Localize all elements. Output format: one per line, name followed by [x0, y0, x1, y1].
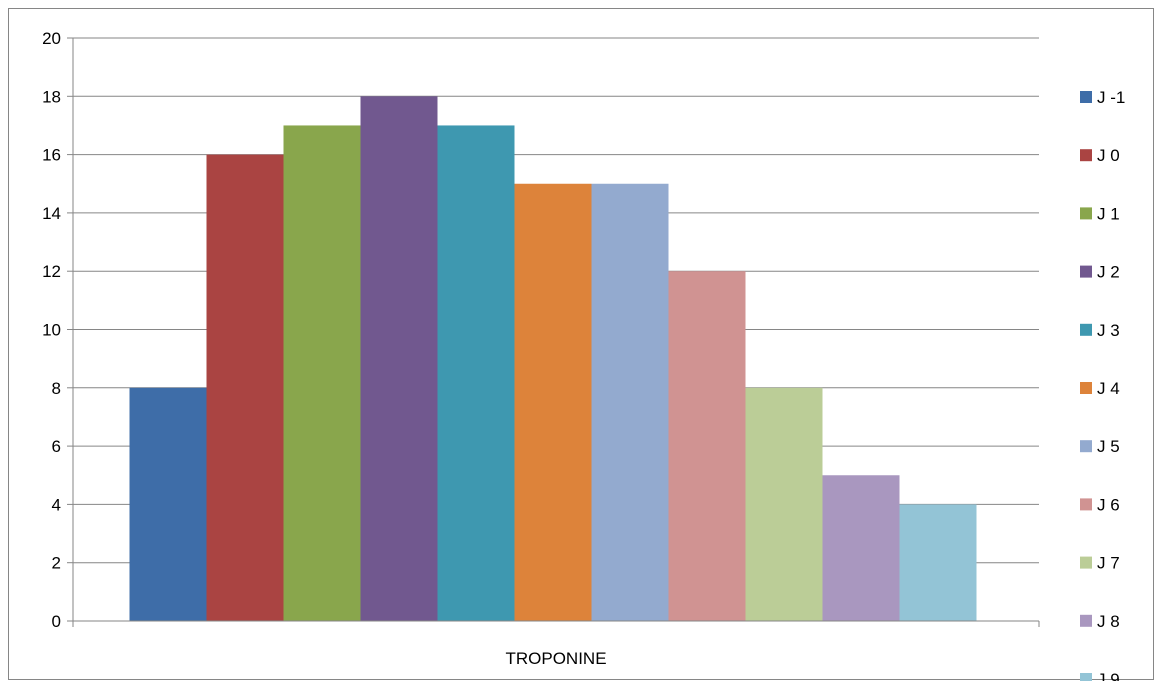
y-tick-label: 6 — [52, 437, 61, 456]
y-tick-label: 16 — [42, 146, 61, 165]
legend-item: J 6 — [1080, 495, 1120, 514]
legend-swatch — [1080, 673, 1092, 685]
bar-j8 — [822, 475, 900, 621]
y-tick-label: 4 — [52, 495, 61, 514]
y-tick-label: 2 — [52, 554, 61, 573]
legend-label: J 8 — [1097, 612, 1120, 631]
axes: 0 2 4 6 8 10 12 14 16 18 20 TROPONINE — [42, 29, 1040, 668]
legend-label: J 3 — [1097, 321, 1120, 340]
legend-swatch — [1080, 498, 1092, 511]
legend-label: J 5 — [1097, 437, 1120, 456]
legend-label: J 4 — [1097, 379, 1120, 398]
bar-j2 — [360, 96, 438, 622]
legend-swatch — [1080, 614, 1092, 627]
legend-item: J -1 — [1080, 88, 1125, 107]
bar-chart: 0 2 4 6 8 10 12 14 16 18 20 TROPONINE J -1 J 0 J 1 J 2… — [42, 29, 1125, 686]
bars — [129, 96, 977, 622]
legend-swatch — [1080, 149, 1092, 162]
legend-label: J 9 — [1097, 670, 1120, 681]
bar-j9 — [899, 504, 977, 621]
legend-swatch — [1080, 207, 1092, 220]
legend-label: J 1 — [1097, 204, 1120, 223]
legend-swatch — [1080, 323, 1092, 336]
bar-jm1 — [129, 387, 207, 621]
legend-swatch — [1080, 382, 1092, 394]
bar-j3 — [437, 125, 515, 621]
legend-label: J -1 — [1097, 88, 1125, 107]
y-tick-label: 20 — [42, 29, 61, 48]
legend-item: J 9 — [1080, 670, 1120, 686]
y-tick-label: 12 — [42, 262, 61, 281]
bar-j4 — [514, 183, 592, 621]
bar-j0 — [206, 154, 284, 621]
legend-label: J 7 — [1097, 554, 1120, 573]
legend-label: J 6 — [1097, 495, 1120, 514]
chart-frame: 0 2 4 6 8 10 12 14 16 18 20 TROPONINE J -1 J 0 J 1 J 2… — [8, 8, 1154, 686]
y-tick-label: 8 — [52, 379, 61, 398]
legend-item: J 2 — [1080, 263, 1120, 282]
y-tick-label: 18 — [42, 87, 61, 106]
legend-item: J 7 — [1080, 554, 1120, 573]
legend-item: J 8 — [1080, 612, 1120, 631]
legend-item: J 0 — [1080, 146, 1120, 165]
legend-item: J 1 — [1080, 204, 1120, 223]
legend-swatch — [1080, 556, 1092, 569]
bar-j5 — [591, 183, 669, 621]
y-tick-label: 0 — [52, 612, 61, 631]
legend-label: J 0 — [1097, 146, 1120, 165]
legend-swatch — [1080, 440, 1092, 453]
legend-swatch — [1080, 265, 1092, 278]
y-tick-label: 14 — [42, 204, 61, 223]
legend-swatch — [1080, 91, 1092, 103]
x-category-label: TROPONINE — [505, 649, 606, 668]
legend-label: J 2 — [1097, 263, 1120, 282]
bar-j7 — [745, 387, 823, 621]
y-tick-label: 10 — [42, 321, 61, 340]
legend: J -1 J 0 J 1 J 2 J 3 J 4 J 5 J 6 J 7 J 8 J 9 — [1080, 88, 1125, 686]
bar-j6 — [668, 271, 746, 621]
bar-j1 — [283, 125, 361, 621]
legend-item: J 4 — [1080, 379, 1120, 398]
legend-item: J 3 — [1080, 321, 1120, 340]
legend-item: J 5 — [1080, 437, 1120, 456]
